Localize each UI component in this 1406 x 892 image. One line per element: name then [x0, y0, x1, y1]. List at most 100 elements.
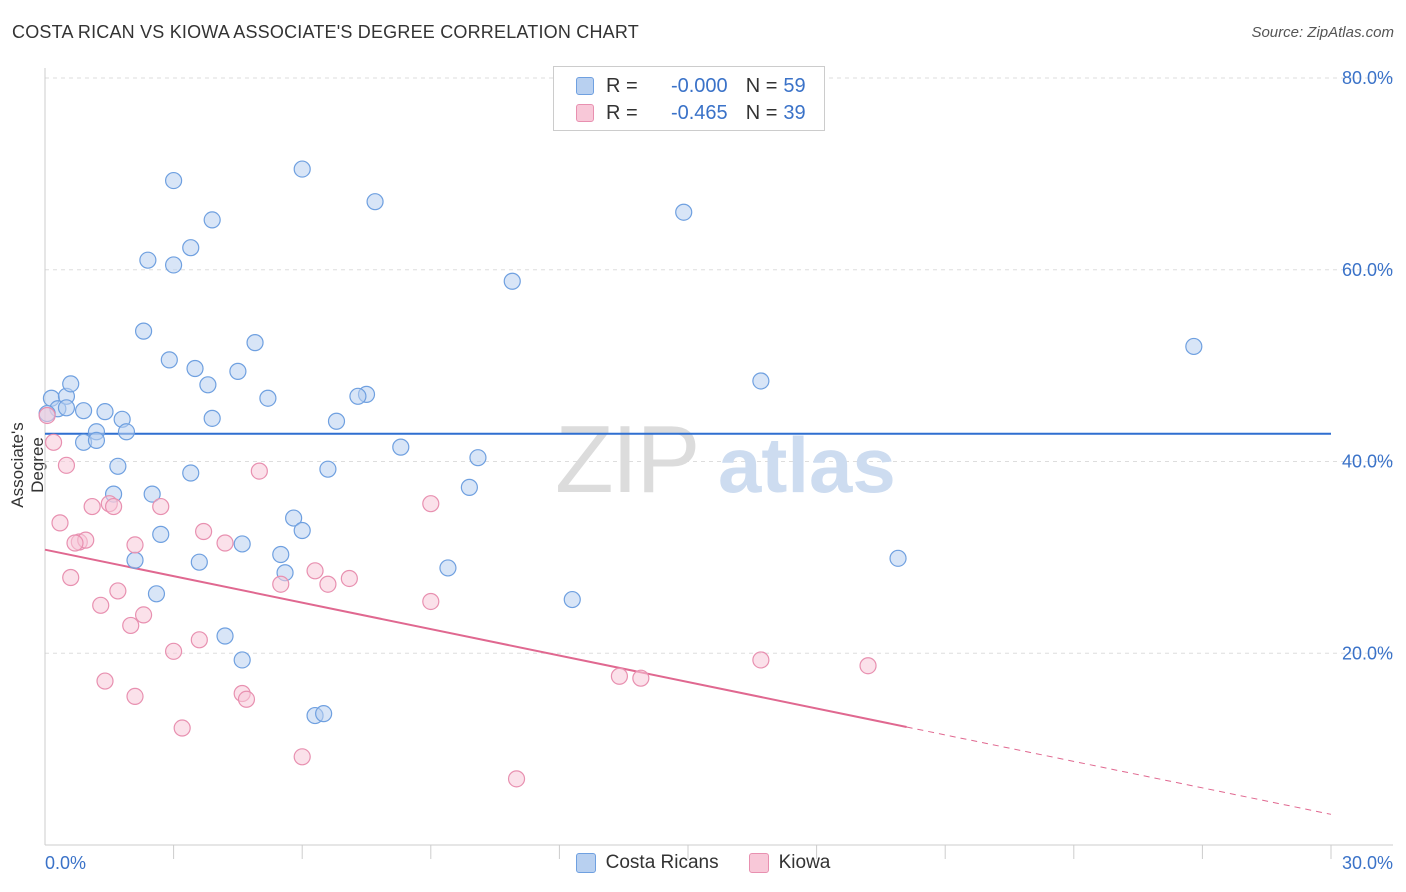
point-kiowa [507, 770, 526, 788]
point-costa-ricans [182, 464, 200, 482]
legend-swatch-costa-ricans [575, 853, 596, 873]
r-value: -0.000 [670, 74, 728, 97]
legend-item-costa-ricans: Costa Ricans [575, 852, 719, 874]
legend-swatch-costa-ricans [576, 77, 594, 95]
point-kiowa [122, 616, 140, 635]
point-costa-ricans [293, 160, 311, 178]
point-costa-ricans [439, 559, 457, 577]
point-costa-ricans [229, 362, 247, 380]
n-label: N = [745, 101, 778, 124]
point-kiowa [92, 596, 110, 614]
x-tick-label: 30.0% [1342, 853, 1393, 873]
legend-swatch-kiowa [576, 104, 594, 122]
point-costa-ricans [190, 553, 208, 571]
r-value: -0.465 [670, 101, 728, 124]
legend-row-costa-ricans: R = -0.000 N = 59 [576, 73, 806, 99]
point-costa-ricans [117, 423, 136, 441]
point-costa-ricans [216, 627, 234, 645]
point-costa-ricans [889, 549, 907, 567]
point-costa-ricans [563, 590, 581, 609]
point-kiowa [104, 497, 123, 516]
watermark-zip: ZIP [555, 406, 698, 513]
point-kiowa [126, 687, 144, 705]
point-kiowa [165, 642, 183, 660]
point-costa-ricans [752, 372, 770, 390]
point-costa-ricans [259, 389, 277, 407]
point-costa-ricans [126, 551, 144, 569]
point-kiowa [293, 748, 311, 766]
y-tick-label: 20.0% [1342, 643, 1393, 663]
legend-swatch-kiowa [748, 853, 769, 873]
legend-item-kiowa: Kiowa [748, 852, 830, 874]
n-value: 59 [783, 74, 806, 97]
point-kiowa [44, 433, 63, 451]
point-costa-ricans [675, 203, 693, 221]
data-points [38, 160, 1203, 788]
point-kiowa [752, 651, 770, 669]
point-costa-ricans [62, 375, 80, 393]
axes [44, 68, 1393, 859]
point-kiowa [83, 497, 101, 516]
watermark-atlas: atlas [718, 421, 896, 509]
series-legend: Costa Ricans Kiowa [0, 852, 1406, 874]
point-kiowa [195, 522, 213, 541]
point-costa-ricans [109, 457, 127, 475]
point-kiowa [306, 562, 324, 580]
point-costa-ricans [186, 359, 204, 378]
point-costa-ricans [96, 403, 114, 421]
point-kiowa [62, 568, 80, 587]
point-kiowa [152, 497, 170, 516]
point-costa-ricans [143, 485, 161, 503]
point-kiowa [632, 669, 650, 687]
point-kiowa [272, 575, 290, 593]
point-costa-ricans [233, 651, 251, 669]
point-kiowa [57, 456, 76, 474]
point-kiowa [422, 592, 440, 611]
point-costa-ricans [165, 171, 183, 190]
point-kiowa [134, 606, 153, 624]
point-kiowa [422, 495, 440, 513]
y-tick-label: 60.0% [1342, 260, 1393, 280]
r-label: R = [606, 74, 638, 97]
chart-source: Source: ZipAtlas.com [1251, 24, 1394, 41]
y-tick-label: 40.0% [1342, 452, 1393, 472]
point-costa-ricans [147, 585, 166, 603]
point-costa-ricans [1185, 337, 1203, 356]
point-costa-ricans [182, 239, 200, 257]
point-costa-ricans [366, 193, 384, 211]
point-costa-ricans [503, 272, 521, 290]
tick-labels: 20.0% 40.0% 60.0% 80.0% 0.0% 30.0% [45, 68, 1393, 873]
point-kiowa [109, 582, 127, 600]
trend-lines [44, 432, 1332, 815]
point-kiowa [610, 667, 629, 685]
point-costa-ricans [160, 351, 178, 369]
point-costa-ricans [74, 402, 93, 420]
point-costa-ricans [203, 409, 221, 427]
point-kiowa [859, 657, 877, 675]
point-costa-ricans [285, 509, 303, 527]
point-costa-ricans [469, 449, 487, 467]
legend-label-costa-ricans: Costa Ricans [605, 852, 719, 873]
correlation-legend: R = -0.000 N = 59 R = -0.465 N = 39 [553, 66, 825, 131]
point-costa-ricans [87, 431, 106, 450]
n-label: N = [745, 74, 778, 97]
point-costa-ricans [349, 387, 367, 405]
n-value: 39 [783, 101, 806, 124]
point-costa-ricans [315, 705, 333, 723]
y-tick-label: 80.0% [1342, 68, 1393, 88]
point-costa-ricans [327, 412, 346, 430]
point-costa-ricans [246, 334, 264, 352]
point-kiowa [216, 534, 234, 552]
point-kiowa [173, 719, 191, 737]
point-costa-ricans [203, 211, 221, 229]
point-kiowa [66, 534, 84, 552]
point-costa-ricans [392, 438, 410, 456]
point-costa-ricans [319, 460, 337, 478]
r-label: R = [606, 101, 638, 124]
point-costa-ricans [134, 322, 153, 340]
point-costa-ricans [57, 399, 76, 417]
point-costa-ricans [165, 256, 183, 274]
point-kiowa [38, 406, 56, 425]
